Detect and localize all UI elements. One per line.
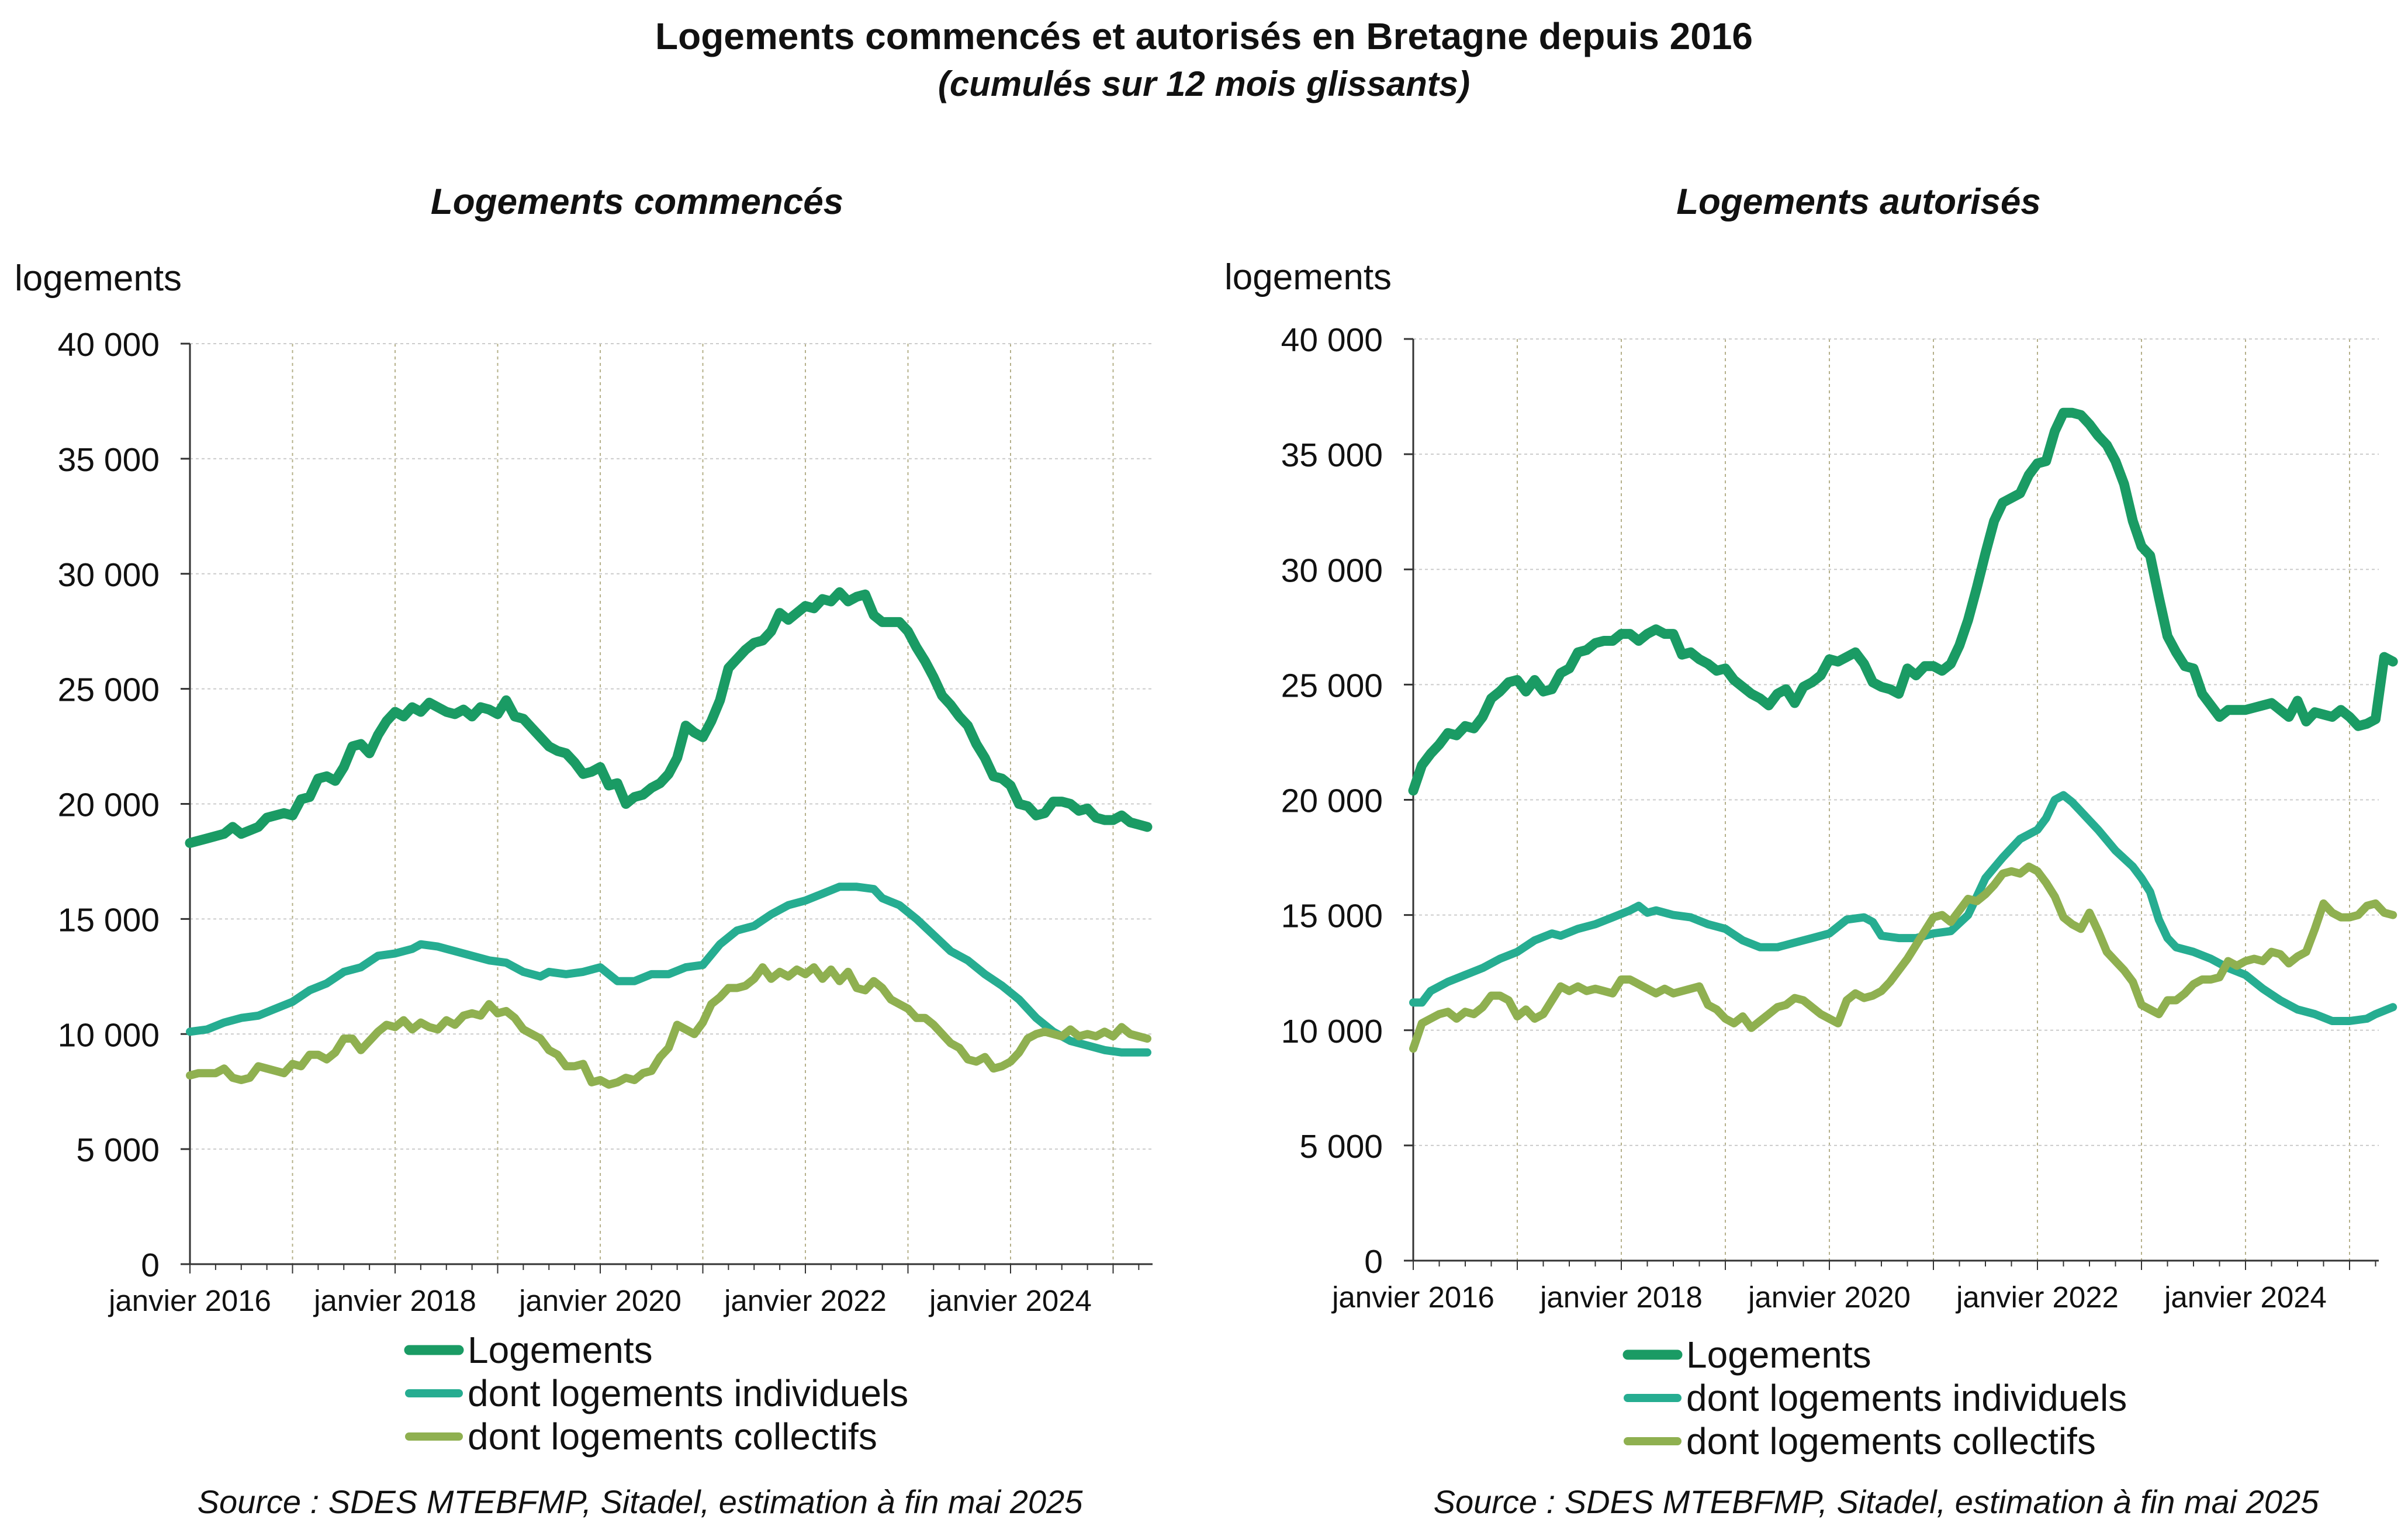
y-tick-label-left: 20 000 xyxy=(58,787,160,824)
y-axis-label-left: logements xyxy=(15,258,182,299)
main-subtitle: (cumulés sur 12 mois glissants) xyxy=(937,64,1471,103)
y-tick-label-left: 10 000 xyxy=(58,1016,160,1054)
y-tick-label-left: 5 000 xyxy=(76,1131,160,1169)
y-tick-label-left: 35 000 xyxy=(58,441,160,479)
panel-title-right: Logements autorisés xyxy=(1676,182,2041,222)
series-line-collectifs-left xyxy=(186,963,1151,1089)
legend-label-logements-right: Logements xyxy=(1686,1334,1871,1376)
x-tick-label-right: janvier 2016 xyxy=(1331,1281,1494,1314)
y-tick-label-left: 25 000 xyxy=(58,672,160,709)
y-tick-label-right: 40 000 xyxy=(1281,321,1383,359)
y-tick-label-right: 10 000 xyxy=(1281,1013,1383,1050)
y-tick-label-right: 5 000 xyxy=(1299,1128,1383,1165)
x-tick-label-right: janvier 2024 xyxy=(2163,1281,2327,1314)
y-tick-label-left: 15 000 xyxy=(58,901,160,939)
series-line-logements-right xyxy=(1408,407,2398,796)
x-tick-label-left: janvier 2016 xyxy=(108,1284,271,1317)
x-tick-label-right: janvier 2020 xyxy=(1747,1281,1911,1314)
main-title: Logements commencés et autorisés en Bret… xyxy=(655,15,1753,57)
x-tick-label-left: janvier 2022 xyxy=(723,1284,887,1317)
x-tick-label-left: janvier 2024 xyxy=(928,1284,1092,1317)
x-tick-label-right: janvier 2018 xyxy=(1539,1281,1703,1314)
panel-title-left: Logements commencés xyxy=(431,182,843,222)
y-tick-label-left: 0 xyxy=(141,1247,160,1284)
legend-label-individuels-right: dont logements individuels xyxy=(1686,1377,2127,1419)
source-note-right: Source : SDES MTEBFMP, Sitadel, estimati… xyxy=(1433,1483,2319,1520)
source-note-left: Source : SDES MTEBFMP, Sitadel, estimati… xyxy=(197,1483,1083,1520)
y-tick-label-right: 20 000 xyxy=(1281,783,1383,820)
y-tick-label-right: 35 000 xyxy=(1281,437,1383,474)
legend-label-logements-left: Logements xyxy=(468,1329,653,1371)
y-axis-label-right: logements xyxy=(1224,257,1392,297)
series-line-logements-left xyxy=(185,587,1153,848)
y-tick-label-right: 15 000 xyxy=(1281,898,1383,935)
x-tick-label-left: janvier 2020 xyxy=(518,1284,681,1317)
series-line-collectifs-right xyxy=(1409,862,2397,1053)
x-tick-label-right: janvier 2022 xyxy=(1955,1281,2119,1314)
y-tick-label-left: 30 000 xyxy=(58,556,160,594)
y-tick-label-left: 40 000 xyxy=(58,326,160,364)
legend-label-collectifs-right: dont logements collectifs xyxy=(1686,1420,2096,1462)
legend-label-collectifs-left: dont logements collectifs xyxy=(468,1416,877,1458)
y-tick-label-right: 0 xyxy=(1364,1243,1383,1281)
x-tick-label-left: janvier 2018 xyxy=(313,1284,476,1317)
legend-label-individuels-left: dont logements individuels xyxy=(468,1372,908,1414)
y-tick-label-right: 30 000 xyxy=(1281,552,1383,589)
y-tick-label-right: 25 000 xyxy=(1281,667,1383,704)
series-line-individuels-left xyxy=(186,883,1151,1057)
